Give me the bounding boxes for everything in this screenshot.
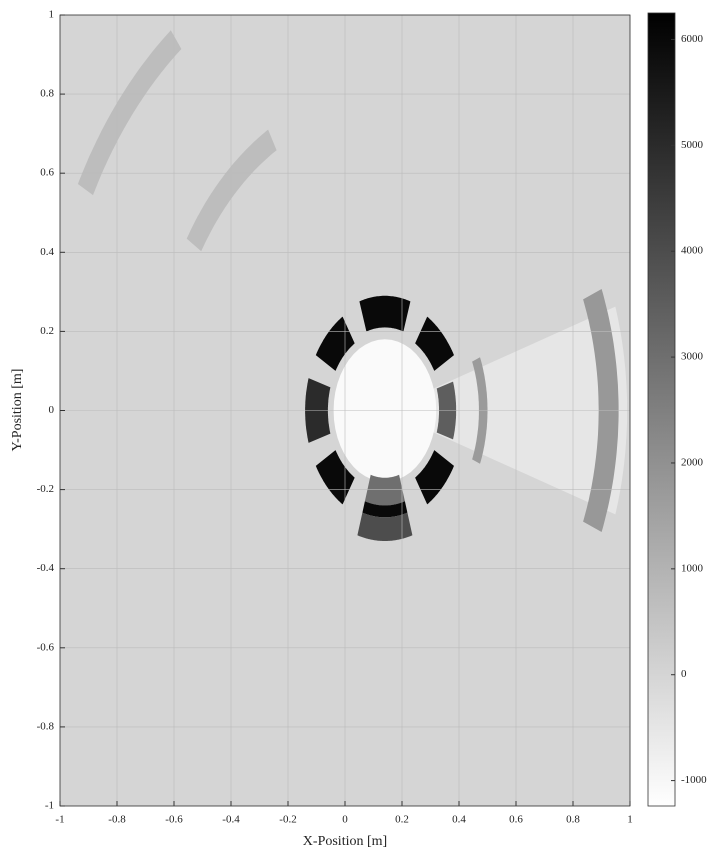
heatmap-region — [364, 474, 405, 506]
x-tick-label: 0.6 — [509, 814, 523, 826]
x-axis-label: X-Position [m] — [303, 834, 387, 849]
x-tick-label: -0.6 — [165, 814, 183, 826]
x-tick-label: 1 — [627, 814, 633, 826]
y-tick-label: -0.4 — [37, 562, 55, 574]
y-tick-label: 1 — [49, 9, 55, 21]
y-tick-label: 0.6 — [40, 167, 54, 179]
heatmap-region — [77, 30, 182, 196]
heatmap-region — [186, 129, 277, 252]
y-tick-label: -1 — [45, 800, 54, 812]
y-tick-label: 0.8 — [40, 88, 54, 100]
colorbar-tick-label: 2000 — [681, 456, 704, 468]
colorbar-tick-label: 3000 — [681, 351, 704, 363]
x-tick-label: 0.8 — [566, 814, 580, 826]
y-tick-label: -0.2 — [37, 483, 54, 495]
y-tick-label: 0.2 — [40, 325, 54, 337]
colorbar-tick-label: -1000 — [681, 774, 707, 786]
heatmap-region — [415, 316, 454, 371]
colorbar-tick-label: 4000 — [681, 245, 704, 257]
colorbar-tick-label: 0 — [681, 668, 687, 680]
x-tick-label: 0 — [342, 814, 348, 826]
y-axis-label: Y-Position [m] — [10, 369, 25, 452]
plot-frame — [59, 14, 631, 807]
heatmap-region — [359, 295, 411, 332]
x-tick-label: -0.8 — [108, 814, 126, 826]
heatmap-region — [415, 450, 454, 505]
heatmap-region — [362, 501, 408, 518]
heatmap-region — [357, 512, 413, 541]
colorbar-tick-label: 6000 — [681, 33, 704, 45]
y-tick-label: -0.6 — [37, 641, 55, 653]
x-tick-label: 0.4 — [452, 814, 466, 826]
colorbar — [647, 12, 676, 807]
x-tick-label: -0.4 — [222, 814, 240, 826]
y-tick-label: 0.4 — [40, 246, 54, 258]
colorbar-tick-label: 1000 — [681, 562, 704, 574]
y-tick-label: 0 — [49, 404, 55, 416]
y-tick-label: -0.8 — [37, 720, 55, 732]
x-tick-label: -1 — [55, 814, 64, 826]
x-tick-label: -0.2 — [279, 814, 296, 826]
x-tick-label: 0.2 — [395, 814, 409, 826]
colorbar-tick-label: 5000 — [681, 139, 704, 151]
